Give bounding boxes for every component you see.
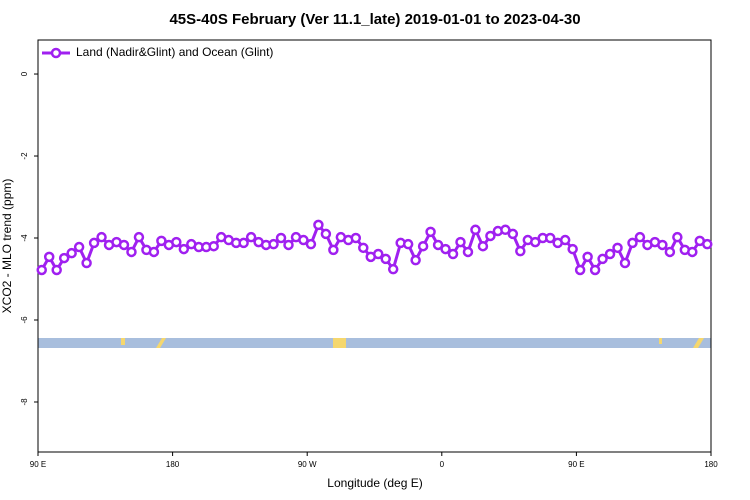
series-point: [133, 231, 145, 243]
x-tick-label: 0: [440, 460, 445, 469]
series-point: [358, 242, 369, 254]
series-point: [43, 251, 55, 263]
y-axis-title: XCO2 - MLO trend (ppm): [0, 179, 14, 314]
series-point: [275, 232, 287, 244]
series-point: [500, 224, 511, 236]
series-point: [462, 246, 474, 258]
series-point: [664, 246, 676, 258]
series-point: [612, 242, 623, 254]
land-patch: [659, 338, 662, 344]
series-point: [387, 263, 399, 275]
series-point: [96, 231, 107, 243]
plot-frame: [37, 39, 712, 453]
land-patch: [121, 338, 125, 345]
series-point: [687, 246, 698, 258]
series-point: [350, 232, 362, 244]
series-point: [320, 228, 332, 240]
chart-title: 45S-40S February (Ver 11.1_late) 2019-01…: [169, 11, 580, 28]
series-point: [634, 231, 646, 243]
series-point: [81, 257, 92, 269]
series-point: [567, 243, 578, 255]
series-point: [477, 240, 489, 252]
series-point: [268, 238, 279, 250]
series-point: [328, 244, 339, 256]
ocean-band: [38, 338, 711, 348]
y-tick-label: -4: [20, 234, 29, 242]
series-point: [485, 230, 496, 242]
series-line: [40, 221, 708, 274]
series-point: [619, 257, 631, 269]
y-tick-label: -2: [20, 152, 29, 160]
series-point: [245, 231, 257, 243]
land-patch: [156, 338, 166, 348]
series-point: [597, 253, 608, 265]
series-point: [530, 236, 541, 248]
series-point: [283, 239, 294, 251]
series-point: [589, 264, 601, 276]
legend-label: Land (Nadir&Glint) and Ocean (Glint): [76, 45, 273, 59]
series-point: [66, 247, 77, 259]
series-point: [36, 264, 47, 276]
x-tick-label: 90 E: [30, 460, 46, 469]
series-point: [238, 237, 249, 249]
series-point: [657, 239, 668, 251]
x-tick-label: 180: [166, 460, 180, 469]
series-point: [171, 236, 182, 248]
series-point: [627, 237, 638, 249]
series-point: [51, 264, 62, 276]
x-axis-title: Longitude (deg E): [327, 476, 422, 490]
x-tick-label: 90 E: [568, 460, 584, 469]
y-tick-label: -6: [20, 316, 29, 324]
series-point: [178, 243, 190, 255]
series-point: [148, 246, 160, 258]
series-point: [73, 241, 85, 253]
series-point: [410, 254, 421, 266]
series-point: [425, 226, 436, 238]
series-point: [455, 236, 466, 248]
series-point: [58, 252, 70, 264]
series-point: [118, 239, 130, 251]
series-point: [702, 238, 713, 250]
land-patch: [693, 338, 704, 348]
series-point: [156, 235, 167, 247]
series-point: [402, 238, 414, 250]
land-ocean-strip: [38, 338, 711, 348]
series-point: [672, 231, 683, 243]
series-point: [380, 253, 391, 265]
series-point: [372, 248, 384, 260]
series-point: [507, 228, 519, 240]
series-point: [208, 240, 219, 252]
series-point: [298, 234, 309, 246]
legend-marker: [50, 47, 62, 59]
x-tick-label: 180: [704, 460, 718, 469]
land-patch: [333, 338, 346, 348]
series-point: [313, 219, 324, 231]
series-point: [440, 243, 451, 255]
series-point: [447, 248, 459, 260]
y-tick-label: 0: [20, 71, 29, 76]
series-point: [305, 238, 317, 250]
series-point: [88, 237, 100, 249]
series-point: [470, 224, 481, 236]
series-point: [544, 232, 556, 244]
series-point: [432, 239, 444, 251]
series-point: [559, 234, 571, 246]
series-point: [604, 248, 616, 260]
y-tick-label: -8: [20, 398, 29, 406]
series-point: [515, 245, 526, 257]
series-point: [582, 251, 593, 263]
series-point: [417, 240, 429, 252]
series-point: [574, 264, 586, 276]
x-tick-label: 90 W: [298, 460, 317, 469]
series-point: [126, 246, 137, 258]
